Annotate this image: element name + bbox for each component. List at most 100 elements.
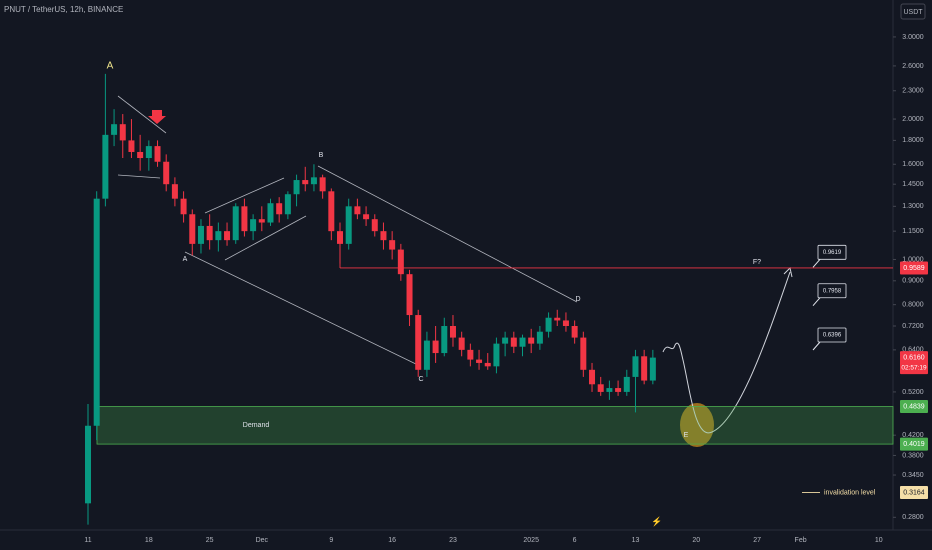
candle-body bbox=[224, 231, 231, 241]
candle-body bbox=[649, 357, 656, 381]
candle-body bbox=[119, 124, 126, 141]
candle-body bbox=[241, 206, 248, 232]
candle-body bbox=[380, 231, 387, 241]
y-tick-label: 0.4200 bbox=[902, 432, 924, 439]
y-tick-label: 1.3000 bbox=[902, 203, 924, 210]
candle-body bbox=[449, 326, 456, 338]
candle-body bbox=[484, 362, 491, 367]
candle-body bbox=[345, 206, 352, 244]
x-tick-label: 13 bbox=[632, 537, 640, 544]
candle-body bbox=[111, 124, 118, 135]
candle-body bbox=[476, 359, 483, 363]
demand-zone bbox=[96, 406, 894, 445]
candle-body bbox=[467, 349, 474, 360]
candle-body bbox=[328, 191, 335, 232]
target-pointer bbox=[812, 259, 821, 268]
y-tick-label: 0.3800 bbox=[902, 452, 924, 459]
candle-body bbox=[354, 206, 361, 215]
candle-body bbox=[615, 388, 622, 392]
target-pointer bbox=[812, 297, 821, 307]
candle-body bbox=[554, 317, 561, 321]
candle-body bbox=[189, 214, 196, 244]
y-tick-label: 0.3450 bbox=[902, 472, 924, 479]
price-badge bbox=[900, 486, 928, 500]
candle-body bbox=[215, 231, 222, 241]
candle-body bbox=[415, 315, 422, 370]
candle-body bbox=[562, 320, 569, 327]
target-label: 0.7958 bbox=[823, 288, 842, 294]
current-price-badge bbox=[900, 351, 928, 375]
zone-label: Demand bbox=[243, 422, 270, 429]
price-badge-label: 0.9589 bbox=[903, 265, 925, 272]
target-label: 0.6396 bbox=[823, 333, 842, 339]
candle-body bbox=[623, 376, 630, 392]
wave-label: A bbox=[183, 256, 188, 263]
target-box bbox=[817, 283, 847, 299]
candle-body bbox=[258, 219, 265, 223]
candle-body bbox=[93, 198, 100, 426]
replay-icon: ⚡ bbox=[651, 515, 662, 527]
candle-body bbox=[606, 388, 613, 392]
y-tick-label: 1.0000 bbox=[902, 256, 924, 263]
price-badge-label: 0.4019 bbox=[903, 441, 925, 448]
candle-body bbox=[171, 184, 178, 199]
y-tick-label: 0.8000 bbox=[902, 302, 924, 309]
candle-body bbox=[641, 356, 648, 381]
candle-body bbox=[545, 317, 552, 332]
y-tick-label: 2.3000 bbox=[902, 88, 924, 95]
projection-path bbox=[662, 271, 791, 434]
x-tick-label: 27 bbox=[753, 537, 761, 544]
candle-body bbox=[276, 203, 283, 215]
candle-body bbox=[85, 425, 91, 504]
candle-body bbox=[423, 340, 430, 370]
arrow-icon bbox=[148, 110, 166, 124]
y-tick-label: 1.1500 bbox=[902, 228, 924, 235]
x-tick-label: 2025 bbox=[523, 537, 539, 544]
x-tick-label: 18 bbox=[145, 537, 153, 544]
candle-body bbox=[319, 177, 326, 192]
target-box bbox=[817, 327, 847, 343]
x-tick-label: Dec bbox=[256, 537, 269, 544]
candle-body bbox=[493, 343, 500, 367]
y-tick-label: 1.4500 bbox=[902, 181, 924, 188]
candle-body bbox=[397, 249, 404, 275]
candle-body bbox=[310, 177, 317, 185]
currency-box bbox=[900, 3, 926, 20]
candle-body bbox=[293, 180, 300, 195]
invalidation-label: invalidation level bbox=[824, 489, 876, 496]
candle-body bbox=[580, 337, 587, 370]
candle-body bbox=[206, 225, 213, 241]
trend-drawings bbox=[117, 95, 578, 367]
candle-body bbox=[250, 219, 257, 232]
x-tick-label: 20 bbox=[692, 537, 700, 544]
target-label: 0.9619 bbox=[823, 250, 842, 256]
candle-body bbox=[163, 161, 170, 185]
candle-body bbox=[519, 337, 526, 347]
candle-body bbox=[145, 146, 152, 159]
y-tick-label: 1.8000 bbox=[902, 137, 924, 144]
x-tick-label: 10 bbox=[875, 537, 883, 544]
candle-body bbox=[363, 214, 370, 220]
wave-label: B bbox=[319, 152, 324, 159]
y-tick-label: 2.6000 bbox=[902, 63, 924, 70]
candle-body bbox=[571, 326, 578, 338]
candle-body bbox=[536, 331, 543, 344]
candle-body bbox=[128, 140, 135, 152]
wave-label: F? bbox=[753, 259, 761, 266]
candle-body bbox=[180, 198, 187, 215]
candle-body bbox=[197, 225, 204, 244]
y-tick-label: 0.6400 bbox=[902, 347, 924, 354]
price-badge bbox=[900, 399, 928, 413]
x-tick-label: Feb bbox=[795, 537, 807, 544]
candle-body bbox=[502, 337, 509, 344]
price-badge-label: 0.4839 bbox=[903, 403, 925, 410]
y-tick-label: 1.6000 bbox=[902, 161, 924, 168]
target-pointer bbox=[812, 341, 821, 351]
candle-body bbox=[589, 369, 596, 385]
price-badge-label: 0.3164 bbox=[903, 489, 925, 496]
candle-body bbox=[371, 219, 378, 232]
candle-body bbox=[597, 384, 604, 392]
candle-body bbox=[154, 146, 161, 162]
